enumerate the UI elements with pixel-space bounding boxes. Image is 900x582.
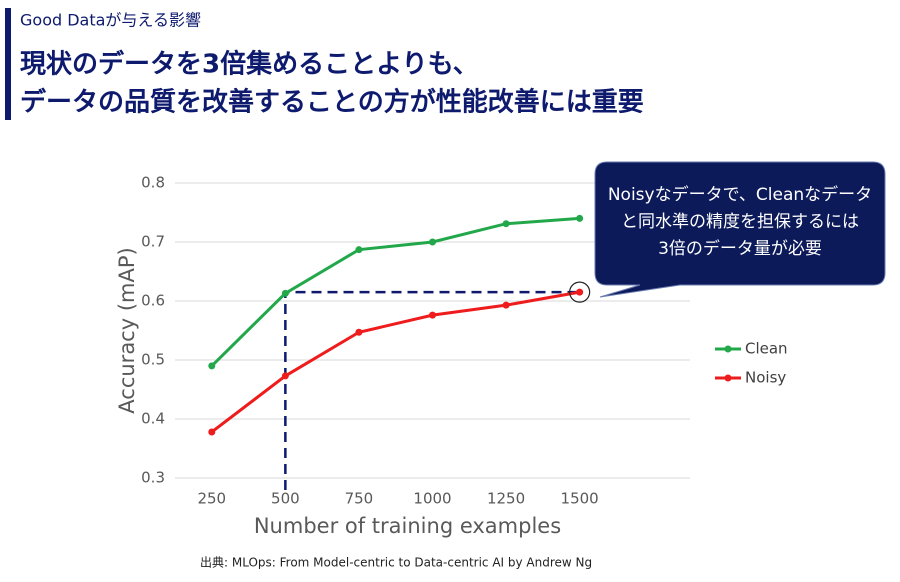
callout-text: 3倍のデータ量が必要 — [658, 238, 822, 259]
legend-marker — [724, 374, 732, 382]
x-axis-label: Number of training examples — [254, 514, 561, 538]
x-tick-label: 500 — [271, 490, 300, 508]
callout-text: Noisyなデータで、Cleanなデータ — [608, 184, 872, 205]
y-tick-label: 0.5 — [141, 351, 165, 369]
series-line — [210, 216, 580, 367]
data-point — [429, 238, 436, 246]
accent-bar — [5, 8, 11, 120]
data-point — [281, 289, 289, 297]
x-tick-label: 1000 — [413, 490, 451, 508]
y-axis-label: Accuracy (mAP) — [115, 247, 139, 413]
data-point — [355, 246, 363, 254]
data-point — [576, 288, 584, 296]
x-tick-label: 1250 — [487, 490, 525, 508]
x-tick-label: 250 — [197, 490, 226, 508]
data-point — [355, 328, 363, 336]
data-point — [208, 428, 216, 436]
data-point — [502, 301, 510, 309]
data-point — [208, 362, 216, 370]
data-point — [281, 372, 289, 380]
source-note: 出典: MLOps: From Model-centric to Data-ce… — [200, 556, 592, 570]
highlight-ring — [569, 281, 591, 303]
x-tick-label: 750 — [345, 490, 374, 508]
y-tick-label: 0.7 — [141, 233, 165, 251]
data-point — [576, 214, 584, 222]
data-point — [502, 220, 510, 228]
callout-text: と同水準の精度を担保するには — [621, 212, 859, 232]
callout-box — [594, 161, 886, 298]
y-tick-label: 0.4 — [141, 410, 165, 428]
y-tick-label: 0.3 — [141, 469, 165, 487]
x-tick-label: 1500 — [561, 490, 599, 508]
subtitle: Good Dataが与える影響 — [20, 11, 201, 30]
title-line: データの品質を改善することの方が性能改善には重要 — [20, 87, 644, 118]
legend-marker — [724, 345, 732, 353]
series-line — [210, 290, 580, 434]
y-tick-label: 0.8 — [141, 174, 165, 192]
y-tick-label: 0.6 — [141, 292, 165, 310]
reference-line — [284, 290, 580, 490]
legend-label: Clean — [745, 340, 788, 358]
legend-label: Noisy — [745, 369, 786, 387]
title-line: 現状のデータを3倍集めることよりも、 — [20, 49, 479, 80]
data-point — [429, 311, 436, 319]
